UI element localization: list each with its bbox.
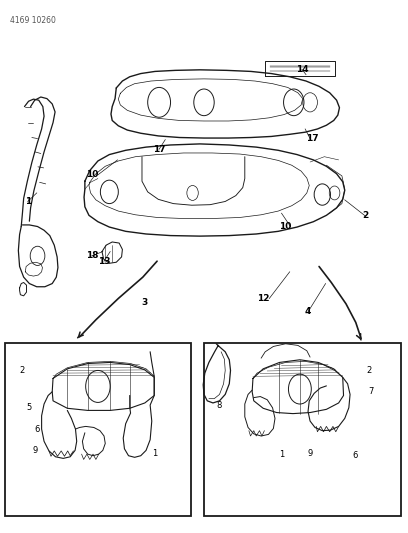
Text: 4: 4 <box>305 308 311 316</box>
Text: 6: 6 <box>34 425 40 433</box>
Text: 1: 1 <box>153 449 157 457</box>
Text: 2: 2 <box>367 366 372 375</box>
Text: 7: 7 <box>368 387 374 396</box>
Text: 2: 2 <box>362 212 368 220</box>
Text: 9: 9 <box>32 446 37 455</box>
Text: 18: 18 <box>86 252 98 260</box>
Text: 4169 10260: 4169 10260 <box>10 16 56 25</box>
Bar <box>204 343 401 516</box>
Text: 10: 10 <box>86 171 98 179</box>
Text: 6: 6 <box>352 451 358 460</box>
Text: 17: 17 <box>153 145 165 154</box>
Text: 1: 1 <box>24 197 31 206</box>
Text: 17: 17 <box>306 134 318 143</box>
Text: 13: 13 <box>98 257 110 265</box>
Text: 8: 8 <box>217 401 222 409</box>
Text: 14: 14 <box>296 65 308 74</box>
Text: 5: 5 <box>26 403 31 412</box>
Text: 9: 9 <box>308 449 313 457</box>
Text: 12: 12 <box>257 294 269 303</box>
Bar <box>5 343 191 516</box>
Text: 3: 3 <box>142 298 148 306</box>
Text: 2: 2 <box>20 366 25 375</box>
Text: 10: 10 <box>279 222 292 231</box>
Text: 1: 1 <box>279 450 284 458</box>
